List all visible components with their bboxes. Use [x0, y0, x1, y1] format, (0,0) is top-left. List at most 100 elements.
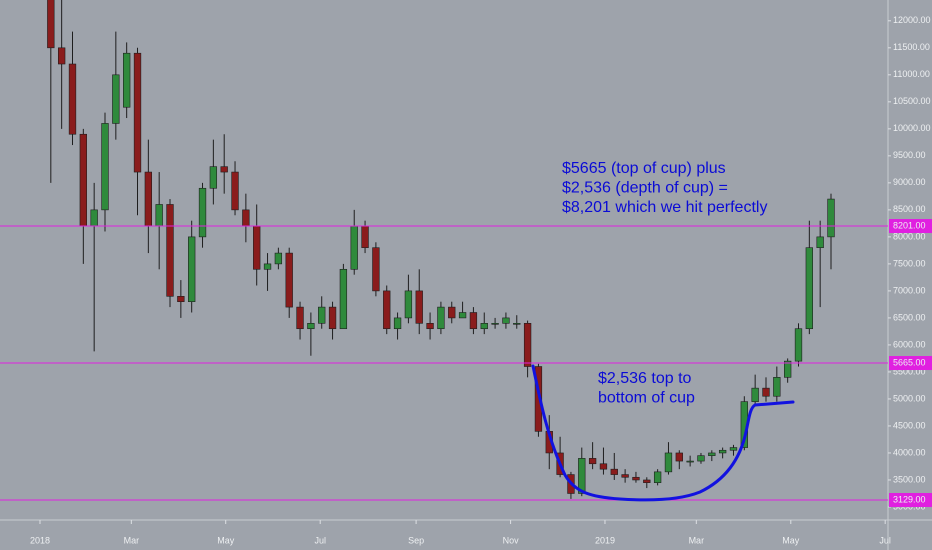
y-tick-label: 3500.00: [893, 474, 926, 484]
x-tick-label: 2019: [595, 535, 615, 545]
y-tick-label: 7500.00: [893, 258, 926, 268]
price-label: 5665.00: [893, 357, 926, 367]
annotation: $2,536 top to: [598, 370, 692, 387]
candle-body: [599, 463, 608, 470]
candle-body: [480, 323, 488, 330]
candle-body: [437, 306, 445, 330]
candle-body: [339, 268, 348, 330]
candle-body: [307, 323, 315, 330]
candle-body: [686, 460, 694, 463]
candle-body: [784, 360, 792, 378]
candle-body: [502, 317, 510, 324]
candle-body: [253, 225, 261, 270]
candle-body: [220, 166, 228, 173]
candle-body: [361, 225, 369, 248]
candle-body: [47, 0, 55, 49]
candle-body: [816, 236, 824, 248]
candle-body: [263, 263, 272, 270]
candle-body: [350, 225, 358, 270]
candle-body: [133, 52, 142, 173]
y-tick-label: 4500.00: [893, 420, 926, 430]
y-tick-label: 7000.00: [893, 285, 926, 295]
price-label-box: [889, 493, 932, 508]
y-tick-label: 6500.00: [893, 312, 926, 322]
candle-body: [404, 290, 413, 319]
candle-body: [751, 387, 759, 402]
candle-body: [90, 209, 98, 227]
x-tick-label: Sep: [408, 535, 424, 545]
y-tick-label: 4000.00: [893, 447, 926, 457]
candle-body: [588, 458, 597, 465]
x-tick-label: May: [217, 535, 235, 545]
candle-body: [773, 377, 781, 397]
candle-body: [123, 52, 131, 108]
candle-body: [68, 63, 77, 135]
candle-body: [415, 290, 423, 324]
candle-body: [274, 252, 283, 265]
x-tick-label: May: [782, 535, 800, 545]
x-tick-label: Mar: [124, 535, 140, 545]
candle-body: [632, 476, 640, 481]
candle-body: [448, 306, 456, 319]
candle-body: [57, 47, 66, 65]
candle-body: [762, 387, 770, 397]
candle-body: [318, 306, 326, 324]
candle-body: [643, 479, 651, 483]
y-tick-label: 10000.00: [893, 123, 931, 133]
candle-body: [242, 209, 250, 227]
y-tick-label: 11000.00: [893, 69, 930, 79]
candle-body: [610, 468, 618, 475]
candle-body: [231, 171, 239, 211]
overlay: 3000.003500.004000.004500.005000.005500.…: [0, 15, 932, 545]
candle-body: [383, 290, 391, 330]
annotation: $8,201 which we hit perfectly: [562, 199, 767, 216]
candle-body: [285, 252, 293, 308]
y-tick-label: 5500.00: [893, 366, 926, 376]
price-label: 8201.00: [893, 220, 926, 230]
candle-body: [469, 312, 478, 330]
candle-body: [328, 306, 337, 330]
x-tick-label: Jul: [879, 535, 891, 545]
candle-body: [155, 204, 163, 227]
candle-body: [653, 471, 662, 483]
y-tick-label: 6000.00: [893, 339, 926, 349]
annotation: bottom of cup: [598, 390, 695, 407]
candle-body: [198, 187, 207, 238]
y-tick-label: 8000.00: [893, 231, 926, 241]
candle-body: [718, 449, 727, 454]
cup-drawing: [531, 364, 795, 502]
candle-body: [621, 474, 629, 478]
candle-body: [523, 323, 532, 367]
y-tick-label: 11500.00: [893, 42, 930, 52]
x-tick-label: Mar: [689, 535, 705, 545]
candle-body: [372, 247, 380, 292]
price-label-box: [889, 219, 932, 234]
candle-body: [491, 323, 499, 325]
candle-body: [534, 366, 543, 432]
candle-body: [166, 204, 174, 297]
y-tick-label: 12000.00: [893, 15, 931, 25]
candle-body: [177, 296, 185, 303]
price-label: 3129.00: [893, 494, 926, 504]
candle-body: [144, 171, 153, 227]
candle-body: [805, 247, 813, 330]
candle-body: [79, 133, 87, 227]
candle-body: [513, 323, 521, 325]
candle-body: [794, 328, 803, 362]
candle-body: [675, 452, 683, 462]
candle-body: [729, 447, 738, 451]
candle-body: [426, 323, 434, 330]
x-tick-label: Jul: [314, 535, 326, 545]
y-tick-label: 9000.00: [893, 177, 926, 187]
y-tick-label: 10500.00: [893, 96, 931, 106]
annotation: $5665 (top of cup) plus: [562, 160, 726, 177]
candle-body: [708, 452, 716, 456]
y-tick-label: 5000.00: [893, 393, 926, 403]
candle-body: [697, 455, 705, 462]
candle-body: [188, 236, 196, 303]
annotation: $2,536 (depth of cup) =: [562, 180, 728, 197]
price-label-box: [889, 356, 932, 371]
candle-body: [393, 317, 402, 330]
candle-body: [101, 123, 109, 211]
